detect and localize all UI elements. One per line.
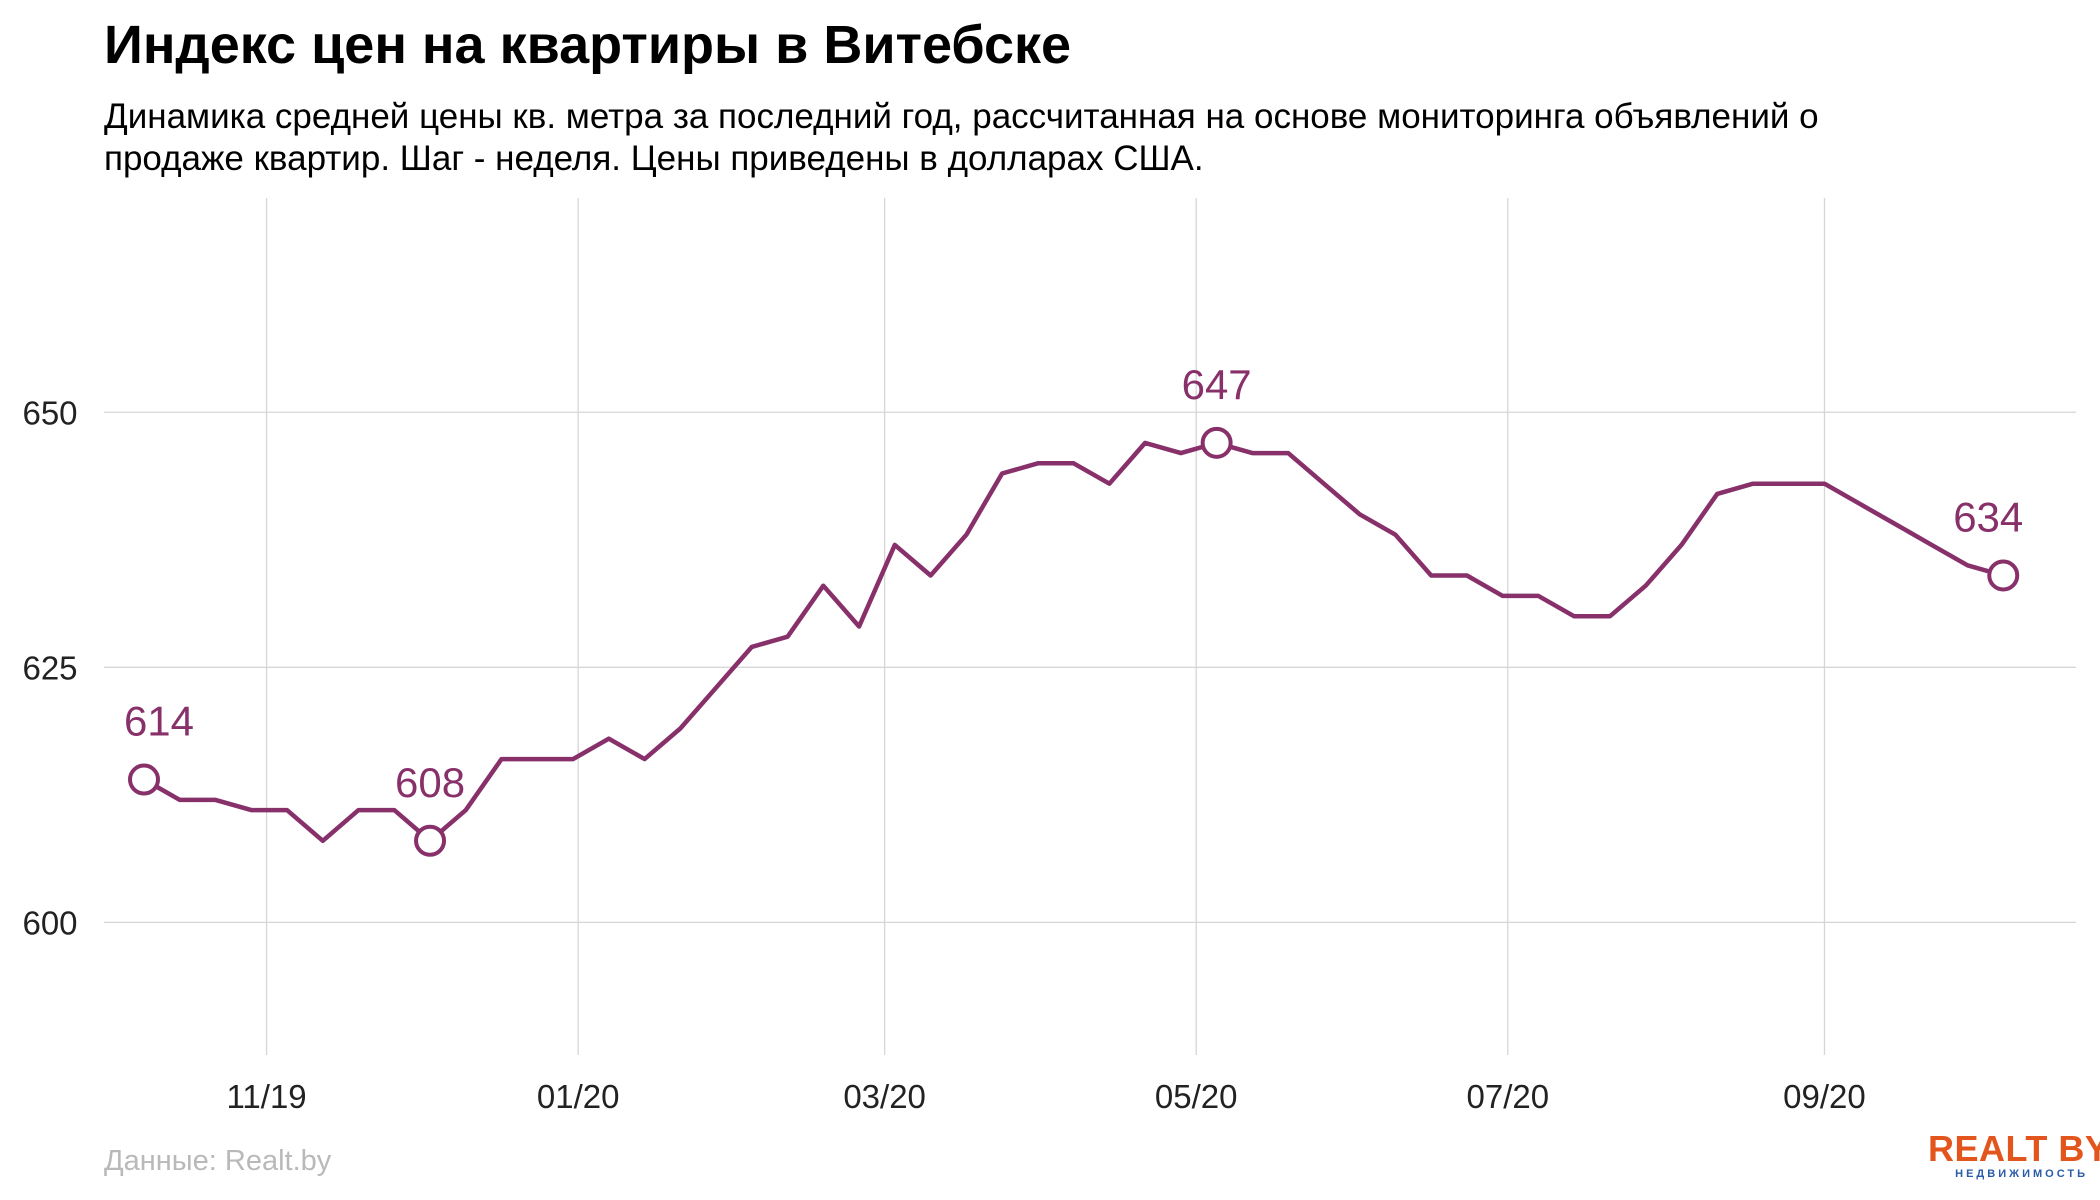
data-label: 634	[1953, 493, 2023, 540]
x-tick-label: 11/19	[227, 1078, 307, 1115]
horizontal-gridlines	[104, 411, 2076, 924]
data-label: 614	[124, 698, 194, 745]
marker-layer: 614 608 647 634	[124, 361, 2023, 857]
chart-subtitle: Динамика средней цены кв. метра за после…	[104, 97, 1819, 178]
data-source-note: Данные: Realt.by	[104, 1145, 332, 1177]
y-tick-label: 600	[22, 904, 77, 941]
point-marker	[1200, 426, 1233, 459]
point-marker	[414, 824, 447, 857]
point-marker	[128, 763, 160, 796]
x-tick-label: 07/20	[1466, 1078, 1549, 1115]
realt-logo[interactable]: REALT BY НЕДВИЖИМОСТЬ	[1928, 1128, 2100, 1181]
x-tick-label: 01/20	[537, 1078, 620, 1115]
series-layer	[141, 440, 2006, 844]
vertical-gridlines	[265, 198, 1826, 1055]
x-tick-label: 09/20	[1783, 1078, 1866, 1115]
line-chart: 600 625 650 11/19 01/20 03/20 05/20 07/20 09/20…	[22, 198, 2076, 1115]
x-tick-label: 05/20	[1155, 1078, 1238, 1115]
chart-title: Индекс цен на квартиры в Витебске	[104, 15, 1072, 75]
x-axis-tick-labels: 11/19 01/20 03/20 05/20 07/20 09/20	[227, 1078, 1866, 1115]
x-tick-label: 03/20	[843, 1078, 926, 1115]
y-tick-label: 625	[22, 649, 77, 686]
y-axis-tick-labels: 600 625 650	[22, 394, 77, 941]
data-label: 647	[1182, 361, 1252, 408]
logo-subtext: НЕДВИЖИМОСТЬ	[1955, 1168, 2088, 1180]
point-marker	[1987, 559, 2020, 592]
y-tick-label: 650	[22, 394, 77, 431]
data-label: 608	[395, 759, 465, 806]
logo-text: REALT BY	[1928, 1128, 2100, 1169]
series-line-0	[141, 440, 2006, 844]
